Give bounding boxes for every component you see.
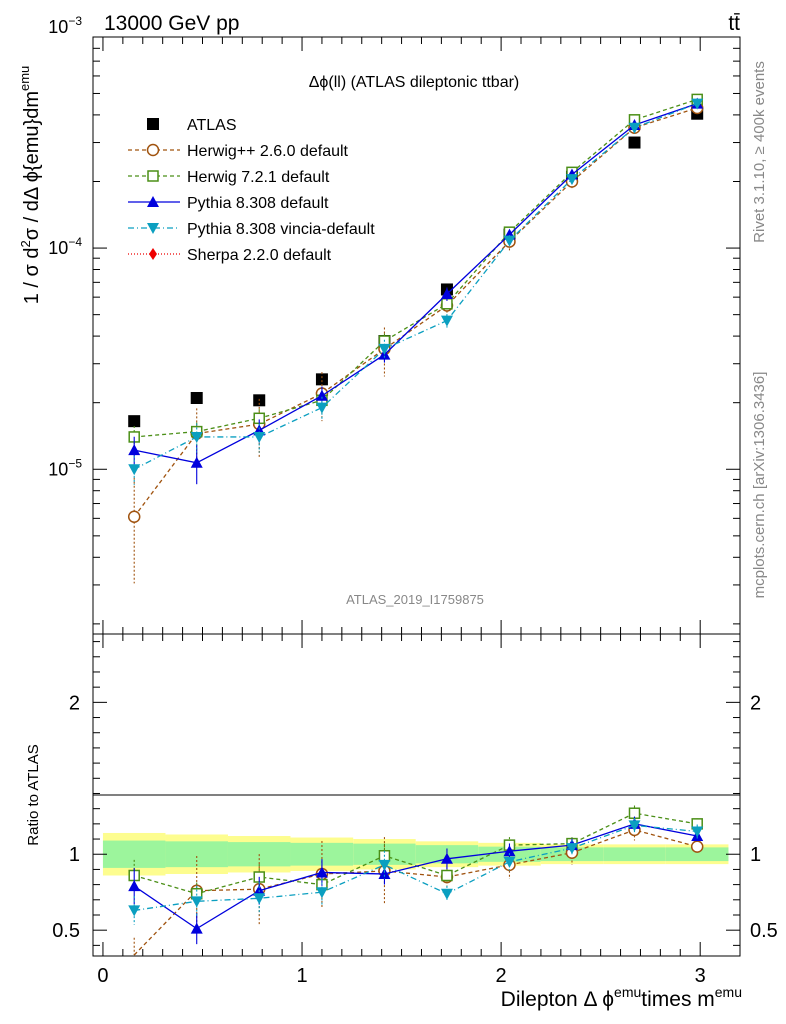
x-tick-label: 0 <box>97 965 108 987</box>
y-axis-label: 1 / σ d2σ / dΔ ϕ{emu}dmemu <box>17 66 43 305</box>
legend: ATLAS Herwig++ 2.6.0 default Herwig 7.2.1 … <box>128 117 375 264</box>
ratio-point <box>503 856 516 868</box>
data-point <box>440 315 453 327</box>
legend-marker <box>147 118 159 130</box>
ratio-tick-label: 0.5 <box>52 920 80 942</box>
band-inner-bin <box>165 841 228 868</box>
header-right: tt̄ <box>728 12 740 35</box>
ratio-line <box>134 812 698 895</box>
data-point <box>127 510 141 524</box>
data-point <box>315 402 328 414</box>
legend-entry: Sherpa 2.2.0 default <box>128 247 332 264</box>
ratio-point <box>253 893 266 905</box>
data-point <box>190 456 203 468</box>
legend-entry: Pythia 8.308 vincia-default <box>128 221 375 238</box>
ratio-point <box>190 896 203 908</box>
ratio-point <box>440 852 453 864</box>
legend-entry: ATLAS <box>147 117 237 134</box>
data-point <box>378 343 391 355</box>
plot-title: Δϕ(ll) (ATLAS dileptonic ttbar) <box>309 74 520 91</box>
data-point <box>503 235 516 247</box>
data-point <box>190 431 203 443</box>
legend-label: Pythia 8.308 default <box>187 195 329 212</box>
data-point <box>315 373 328 386</box>
mcplots-label: mcplots.cern.ch [arXiv:1306.3436] <box>751 372 768 599</box>
ratio-point <box>378 867 391 879</box>
band-inner-bin <box>665 847 729 862</box>
ratio-line <box>133 823 698 930</box>
ratio-line <box>133 829 698 956</box>
data-point <box>628 136 641 149</box>
legend-label: ATLAS <box>187 117 237 134</box>
band-inner-bin <box>102 840 166 868</box>
data-point <box>128 415 141 428</box>
ratio-tick-label-right: 2 <box>750 692 761 714</box>
series-2 <box>128 93 703 905</box>
ratio-point <box>128 880 141 892</box>
band-inner-bin <box>603 847 666 862</box>
series-line <box>134 102 698 464</box>
rivet-label: Rivet 3.1.10, ≥ 400k events <box>751 61 768 243</box>
legend-label: Herwig++ 2.6.0 default <box>187 143 349 160</box>
ratio-point <box>128 905 141 917</box>
legend-entry: Herwig++ 2.6.0 default <box>128 143 349 160</box>
legend-entry: Pythia 8.308 default <box>128 195 329 212</box>
data-point <box>440 287 453 299</box>
data-point <box>628 122 641 134</box>
legend-entry: Herwig 7.2.1 default <box>128 169 330 186</box>
svg-text:Dilepton Δ ϕemutimes memu: Dilepton Δ ϕemutimes memu <box>501 984 742 1011</box>
ratio-tick-label-right: 0.5 <box>750 920 778 942</box>
ratio-tick-label: 2 <box>69 692 80 714</box>
series-line <box>133 107 698 518</box>
y-tick-label: 10−3 <box>48 14 82 37</box>
header-left: 13000 GeV pp <box>104 12 239 35</box>
legend-marker <box>147 196 159 207</box>
svg-text:1 / σ d2σ / dΔ ϕ{emu}dmemu: 1 / σ d2σ / dΔ ϕ{emu}dmemu <box>17 66 43 305</box>
legend-label: Herwig 7.2.1 default <box>187 169 330 186</box>
data-point <box>128 464 141 476</box>
ratio-point <box>565 843 578 855</box>
ratio-point <box>315 866 328 878</box>
data-point <box>565 174 578 186</box>
legend-marker <box>149 248 157 260</box>
ratio-line <box>134 824 698 912</box>
y-tick-label: 10−4 <box>48 235 82 258</box>
x-tick-label: 3 <box>695 965 706 987</box>
data-point <box>315 389 328 401</box>
series-4 <box>128 98 704 925</box>
ratio-y-axis-label: Ratio to ATLAS <box>25 744 42 845</box>
ratio-point <box>378 859 391 871</box>
ratio-point <box>441 869 453 882</box>
ratio-point <box>440 888 453 900</box>
ratio-point <box>503 845 516 857</box>
ratio-point <box>190 922 203 934</box>
data-point <box>691 98 704 110</box>
x-axis-label: Dilepton Δ ϕemutimes memu <box>501 984 742 1011</box>
ratio-point <box>628 820 641 832</box>
ratio-tick-label-right: 1 <box>750 844 761 866</box>
series-line <box>133 102 698 470</box>
legend-marker <box>146 143 160 157</box>
x-tick-label: 1 <box>296 965 307 987</box>
data-point <box>128 444 141 456</box>
legend-marker <box>147 223 159 234</box>
data-point <box>190 391 203 404</box>
legend-label: Sherpa 2.2.0 default <box>187 247 332 264</box>
legend-marker <box>147 170 159 182</box>
legend-label: Pythia 8.308 vincia-default <box>187 221 375 238</box>
ratio-point <box>691 826 704 838</box>
ratio-point <box>690 840 704 853</box>
watermark: ATLAS_2019_I1759875 <box>346 592 484 607</box>
x-tick-label: 2 <box>496 965 507 987</box>
series-line <box>134 98 698 438</box>
ratio-tick-label: 1 <box>69 844 80 866</box>
series-layer <box>127 93 704 956</box>
data-point <box>253 431 266 443</box>
ratio-point <box>315 887 328 899</box>
y-tick-label: 10−5 <box>48 456 82 479</box>
